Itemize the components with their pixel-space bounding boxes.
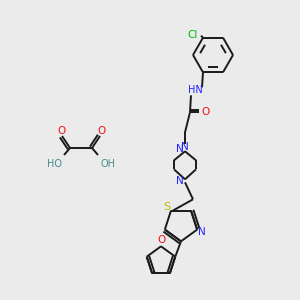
Text: O: O xyxy=(157,235,165,245)
Text: N: N xyxy=(198,226,206,237)
Text: S: S xyxy=(164,202,171,212)
Text: N: N xyxy=(181,142,189,152)
Text: O: O xyxy=(97,126,105,136)
Text: OH: OH xyxy=(100,159,116,169)
Text: O: O xyxy=(202,107,210,117)
Text: HN: HN xyxy=(188,85,202,95)
Text: N: N xyxy=(176,176,184,186)
Text: Cl: Cl xyxy=(188,30,198,40)
Text: O: O xyxy=(57,126,65,136)
Text: HO: HO xyxy=(46,159,62,169)
Text: N: N xyxy=(176,144,184,154)
